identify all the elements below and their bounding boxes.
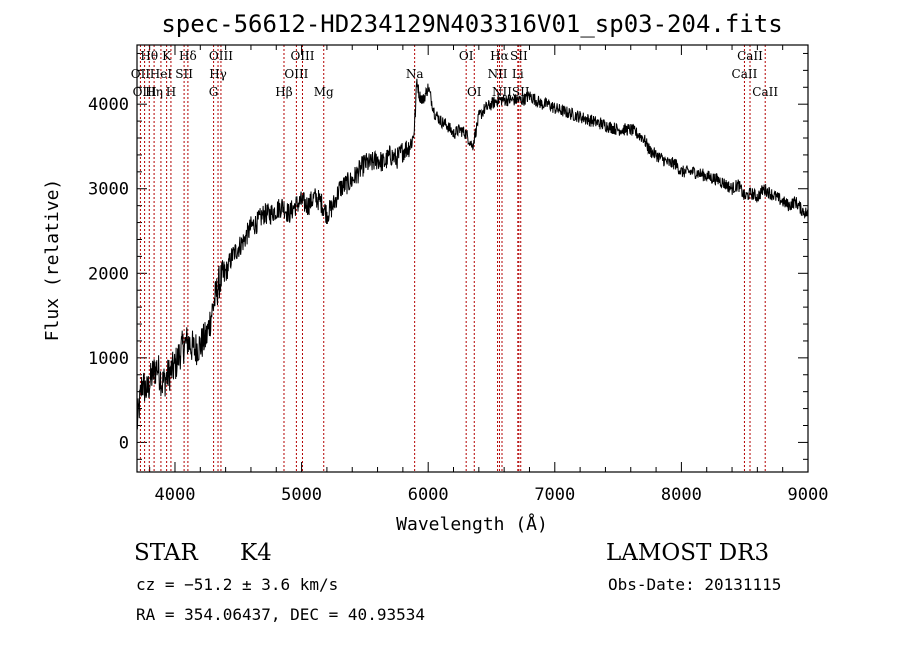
axis-ticks: 4000 5000 6000 7000 8000 9000 0 1000 2000 3000 400… — [88, 45, 828, 505]
x-axis-label: Wavelength (Å) — [396, 513, 548, 535]
line-label: OI — [459, 49, 474, 63]
y-tick-label: 0 — [119, 433, 129, 453]
x-tick-label: 6000 — [408, 485, 449, 505]
line-label: OIII — [209, 49, 233, 63]
line-label: SII — [510, 49, 528, 63]
x-tick-label: 7000 — [534, 485, 575, 505]
line-label: OIII — [290, 49, 314, 63]
object-subclass: K4 — [240, 540, 272, 566]
y-tick-label: 3000 — [88, 180, 129, 200]
line-label: OI — [467, 85, 482, 99]
y-tick-label: 4000 — [88, 95, 129, 115]
line-label: Hθ — [140, 49, 158, 63]
emission-line-markers — [139, 45, 766, 472]
line-label: HeI — [150, 67, 173, 81]
line-label: OIII — [284, 67, 308, 81]
line-label: CaII — [732, 67, 758, 81]
observation-date: Obs-Date: 20131115 — [608, 575, 781, 594]
line-label: G — [209, 85, 219, 99]
line-label: CaII — [752, 85, 778, 99]
plot-frame — [136, 44, 809, 473]
x-tick-label: 9000 — [788, 485, 829, 505]
line-label: SII — [175, 67, 193, 81]
object-class: STAR — [134, 540, 198, 566]
line-label: Li — [512, 67, 524, 81]
emission-line-labels: Hθ OII OIII K HeI Hη H Hδ SII OIII Hγ G Hβ OIII OIII Mg… — [131, 49, 779, 99]
survey-name: LAMOST DR3 — [606, 540, 769, 566]
line-label: OII — [131, 67, 151, 81]
y-tick-label: 1000 — [88, 349, 129, 369]
line-label: Na — [406, 67, 424, 81]
line-label: Mg — [314, 85, 334, 99]
y-axis-label: Flux (relative) — [42, 179, 63, 342]
line-label: Hη — [145, 85, 163, 99]
line-label: Hβ — [275, 85, 292, 99]
x-tick-label: 8000 — [661, 485, 702, 505]
x-tick-label: 4000 — [155, 485, 196, 505]
chart-title: spec-56612-HD234129N403316V01_sp03-204.f… — [161, 10, 782, 38]
y-tick-label: 2000 — [88, 264, 129, 284]
redshift-velocity: cz = −51.2 ± 3.6 km/s — [136, 575, 338, 594]
line-label: K — [162, 49, 172, 63]
sky-coordinates: RA = 354.06437, DEC = 40.93534 — [136, 605, 425, 624]
line-label: Hγ — [209, 67, 227, 81]
line-label: CaII — [737, 49, 763, 63]
spectrum-line — [136, 78, 809, 430]
line-label: Hα — [490, 49, 509, 63]
x-tick-label: 5000 — [281, 485, 322, 505]
line-label: H — [166, 85, 176, 99]
line-label: OIII — [133, 85, 157, 99]
line-label: Hδ — [179, 49, 197, 63]
line-label: NII — [488, 67, 508, 81]
line-label: NII — [492, 85, 512, 99]
